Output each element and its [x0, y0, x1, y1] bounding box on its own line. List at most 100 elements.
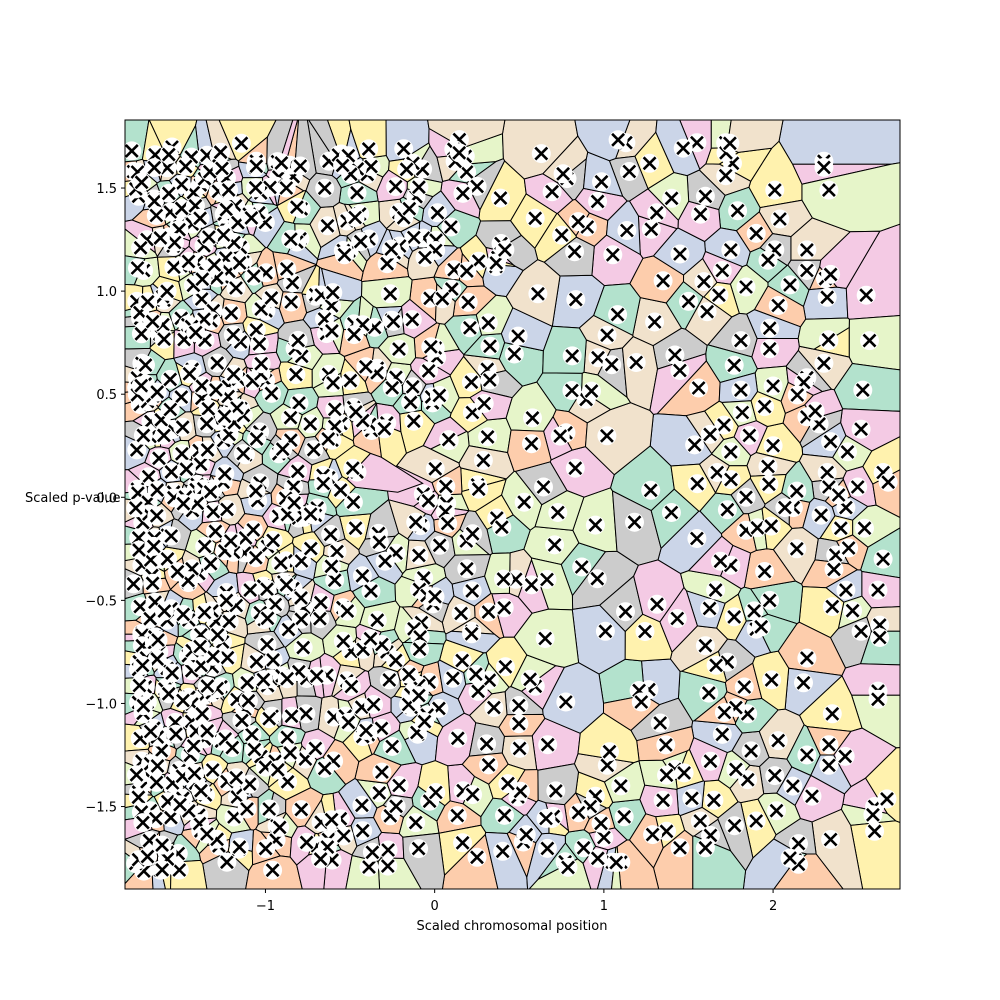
data-point: [168, 562, 187, 582]
data-point: [203, 760, 223, 780]
data-point: [197, 721, 217, 741]
data-point: [721, 442, 741, 462]
data-point: [132, 172, 152, 192]
data-point: [271, 153, 291, 173]
data-point: [164, 257, 184, 277]
data-point: [346, 402, 366, 422]
data-point: [322, 810, 342, 830]
data-point: [152, 835, 172, 855]
data-point: [670, 361, 690, 380]
data-point: [449, 143, 469, 163]
data-point: [244, 740, 264, 760]
data-point: [474, 394, 494, 413]
data-point: [553, 164, 573, 184]
data-point: [461, 372, 481, 392]
data-point: [865, 821, 885, 841]
voronoi-cell: [577, 712, 640, 764]
data-point: [148, 630, 168, 650]
data-point: [495, 657, 515, 677]
data-point: [695, 636, 715, 656]
data-point: [253, 670, 273, 690]
data-point: [631, 692, 651, 712]
data-point: [144, 536, 164, 556]
data-point: [150, 228, 170, 248]
data-point: [231, 133, 251, 153]
data-point: [868, 580, 888, 600]
data-point: [290, 156, 310, 176]
data-point: [768, 731, 788, 751]
data-point: [514, 492, 534, 512]
data-point: [736, 487, 756, 507]
data-point: [811, 505, 831, 525]
data-point: [381, 239, 401, 259]
data-point: [217, 852, 237, 872]
data-point: [241, 208, 261, 228]
data-point: [438, 514, 458, 533]
data-point: [276, 575, 296, 595]
data-point: [218, 648, 237, 668]
data-point: [479, 602, 498, 622]
data-point: [592, 172, 611, 192]
data-point: [817, 287, 837, 307]
y-tick-label: 0.0: [96, 491, 117, 506]
data-point: [665, 345, 685, 365]
data-point: [346, 518, 366, 538]
data-point: [682, 788, 702, 808]
data-point: [242, 725, 262, 745]
data-point: [522, 434, 541, 454]
data-point: [674, 763, 694, 783]
data-point: [838, 442, 857, 462]
data-point: [265, 595, 285, 614]
data-point: [313, 474, 333, 493]
data-point: [176, 156, 196, 176]
data-point: [721, 470, 741, 490]
data-point: [582, 381, 601, 401]
data-point: [215, 406, 234, 426]
data-point: [426, 783, 446, 802]
data-point: [691, 204, 710, 224]
data-point: [661, 503, 681, 522]
data-point: [625, 512, 644, 532]
data-point: [667, 609, 687, 628]
data-point: [452, 651, 472, 671]
data-point: [657, 765, 676, 785]
data-point: [161, 526, 181, 546]
data-point: [469, 479, 489, 499]
data-point: [258, 608, 277, 628]
data-point: [695, 186, 715, 206]
data-point: [399, 199, 419, 219]
data-point: [562, 381, 582, 400]
data-point: [340, 371, 360, 391]
data-point: [406, 512, 426, 532]
data-point: [221, 303, 241, 323]
data-point: [221, 531, 241, 551]
data-point: [797, 261, 817, 280]
data-point: [361, 629, 380, 649]
data-point: [259, 709, 279, 729]
data-point: [787, 481, 807, 501]
data-point: [311, 849, 331, 869]
data-point: [333, 155, 353, 175]
data-point: [770, 209, 790, 229]
data-point: [458, 292, 478, 312]
data-point: [166, 724, 186, 744]
data-point: [616, 602, 635, 622]
data-point: [205, 521, 225, 541]
data-point: [383, 311, 403, 331]
data-point: [404, 411, 424, 431]
data-point: [382, 378, 402, 398]
data-point: [129, 540, 149, 560]
data-point: [797, 240, 817, 260]
data-point: [780, 275, 800, 295]
data-point: [641, 219, 661, 239]
x-tick-label: 1: [600, 899, 608, 914]
data-point: [662, 188, 682, 208]
data-point: [263, 530, 283, 550]
data-point: [462, 581, 482, 601]
data-point: [361, 581, 381, 601]
y-tick-label: −0.5: [85, 594, 117, 609]
data-point: [244, 266, 264, 286]
data-point: [356, 721, 376, 740]
data-point: [706, 655, 726, 675]
data-point: [855, 518, 874, 538]
